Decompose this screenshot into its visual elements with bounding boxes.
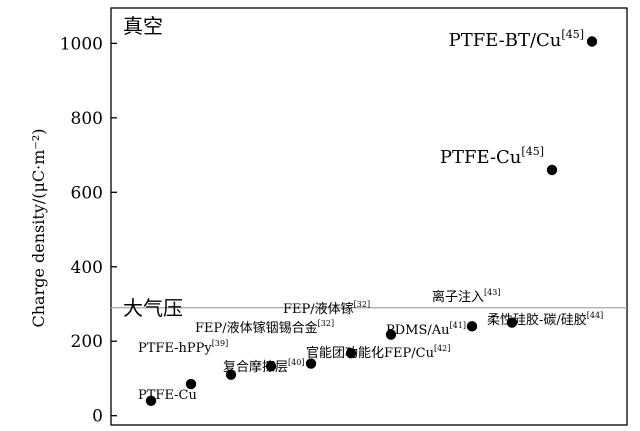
vacuum-region-label: 真空 (123, 14, 163, 38)
atmosphere-region-label: 大气压 (123, 296, 183, 320)
plot-area (110, 7, 628, 426)
reference-superscript: [41] (450, 321, 466, 330)
reference-superscript: [32] (354, 300, 370, 309)
y-tick-label-400: 400 (71, 258, 103, 278)
point-label-functionalized-fep: 官能团功能化FEP/Cu[42] (306, 344, 450, 361)
point-label-ptfe-cu: PTFE-Cu (138, 388, 197, 403)
data-point-ion-injection (466, 321, 478, 332)
reference-superscript: [32] (318, 319, 334, 328)
y-tick-label-800: 800 (71, 109, 103, 129)
data-point-fep-liquid-gallium-alloy (265, 360, 277, 372)
y-axis-title: Charge density/(μC·m⁻²) (29, 129, 48, 328)
y-axis: 0 200 400 600 800 1000 (60, 34, 117, 427)
point-label-fep-liquid-gallium: FEP/液体镓[32] (283, 300, 370, 317)
point-label-ptfe-cu-vacuum: PTFE-Cu[45] (440, 145, 544, 168)
point-label-pdms-au: PDMS/Au[41] (386, 321, 466, 338)
annotations: PTFE-Cu PTFE-hPPy[39] 复合摩擦层[40] FEP/液体镓铟锡合金… (138, 28, 603, 403)
reference-superscript: [45] (521, 145, 544, 158)
y-tick-label-600: 600 (71, 183, 103, 203)
reference-superscript: [43] (484, 288, 500, 297)
point-label-ptfe-bt-cu: PTFE-BT/Cu[45] (449, 28, 584, 51)
point-label-ion-injection: 离子注入[43] (432, 288, 500, 305)
point-label-fep-liquid-gallium-alloy: FEP/液体镓铟锡合金[32] (195, 319, 334, 336)
point-label-composite-friction: 复合摩擦层[40] (223, 358, 304, 375)
data-point-composite-friction (225, 369, 237, 380)
reference-superscript: [39] (212, 339, 228, 348)
data-point-fep-liquid-gallium (345, 347, 357, 359)
y-tick-label-0: 0 (92, 407, 103, 427)
data-point-ptfe-hppy (185, 378, 197, 390)
plot-frame (110, 7, 628, 426)
point-label-silicone-carbon: 柔性硅胶-碳/硅胶[44] (487, 311, 603, 328)
reference-superscript: [45] (561, 28, 584, 41)
data-point-ptfe-cu-vacuum (546, 164, 558, 176)
reference-superscript: [44] (587, 311, 603, 320)
data-point-pdms-au (385, 329, 397, 340)
data-point-ptfe-cu (145, 395, 157, 406)
reference-superscript: [40] (288, 358, 304, 367)
point-label-ptfe-hppy: PTFE-hPPy[39] (138, 339, 228, 356)
y-tick-label-1000: 1000 (60, 34, 103, 54)
data-point-silicone-carbon (506, 317, 518, 328)
data-point-functionalized-fep (305, 358, 317, 369)
reference-superscript: [42] (434, 344, 450, 353)
y-tick-label-200: 200 (71, 332, 103, 352)
data-point-ptfe-bt-cu (586, 36, 598, 47)
